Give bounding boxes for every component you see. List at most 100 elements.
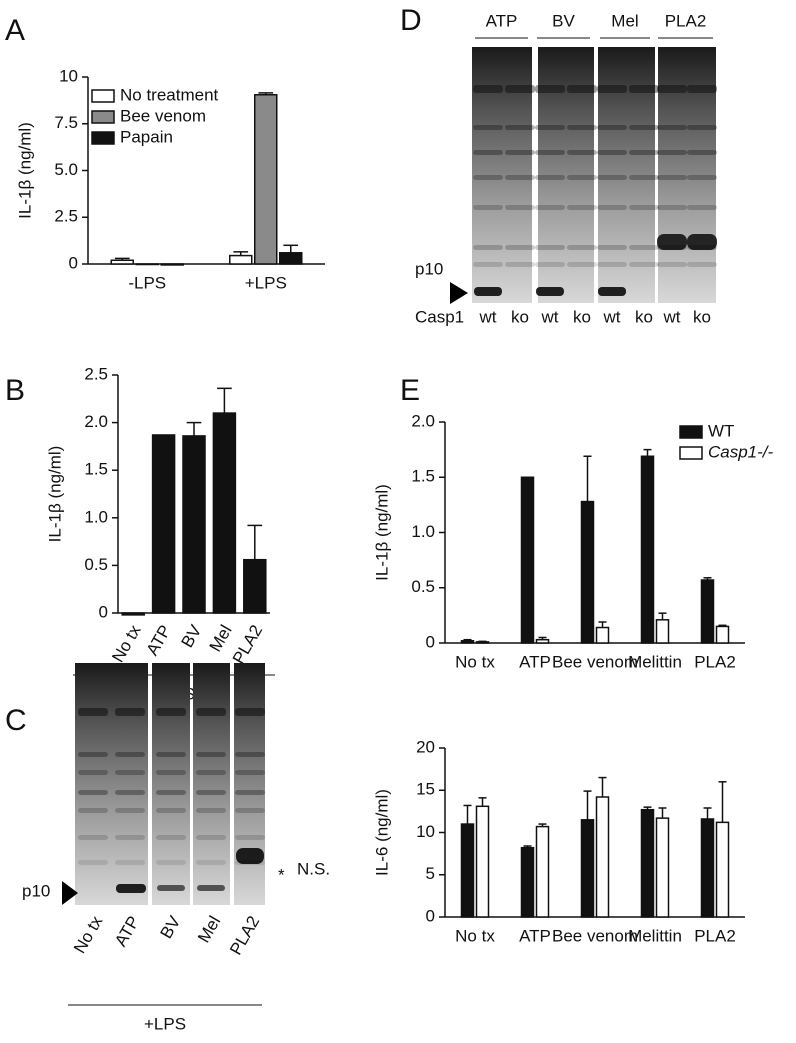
lane-label: ko <box>693 307 711 326</box>
blot-band <box>687 150 717 155</box>
x-tick-label: PLA2 <box>694 926 736 945</box>
blot-band <box>196 808 226 813</box>
arrowhead <box>62 881 78 905</box>
bar <box>640 455 655 644</box>
blot-band <box>536 287 564 296</box>
lane-label: Mel <box>194 913 224 946</box>
blot-band <box>196 860 226 865</box>
blot-band <box>535 245 565 250</box>
blot-band <box>687 262 717 267</box>
y-tick-label: 0 <box>426 632 435 651</box>
blot-band <box>657 205 687 210</box>
group-label: PLA2 <box>665 11 707 30</box>
blot-band <box>535 150 565 155</box>
y-axis-label: IL-1β (ng/ml) <box>15 122 34 219</box>
panel-letter: B <box>5 374 25 407</box>
blot-band <box>629 150 659 155</box>
bar <box>151 434 176 614</box>
bar <box>460 640 475 644</box>
x-tick-label: ATP <box>143 622 175 659</box>
blot-band <box>535 205 565 210</box>
blot-band <box>115 752 145 757</box>
bar <box>520 476 535 644</box>
blot-band <box>657 262 687 267</box>
blot-band <box>157 885 185 891</box>
band-mark: * <box>278 865 285 884</box>
blot-band <box>474 287 502 296</box>
y-tick-label: 7.5 <box>54 113 78 132</box>
error-bar <box>258 92 274 95</box>
lane-label: ko <box>573 307 591 326</box>
x-tick-label: ATP <box>519 652 551 671</box>
error-bar <box>523 845 532 848</box>
error-bar <box>538 636 547 640</box>
bar <box>715 821 730 918</box>
blot-band <box>597 205 627 210</box>
x-tick-label: +LPS <box>245 273 287 292</box>
blot-band <box>567 245 597 250</box>
lane-label: ATP <box>111 913 143 950</box>
lane-label: wt <box>541 307 559 326</box>
blot-band <box>567 150 597 155</box>
blot-band <box>196 708 226 716</box>
blot-band <box>505 150 535 155</box>
x-tick-label: Melittin <box>628 926 682 945</box>
blot-band <box>156 752 186 757</box>
y-tick-label: 10 <box>416 822 435 841</box>
legend-label: Bee venom <box>120 106 206 125</box>
x-tick-label: -LPS <box>128 273 166 292</box>
error-bar <box>703 807 712 819</box>
lane-label: BV <box>157 912 185 942</box>
blot-band <box>115 708 145 716</box>
blot-band <box>657 85 687 93</box>
error-bar <box>463 638 472 641</box>
y-tick-label: 2.5 <box>54 207 78 226</box>
x-tick-label: ATP <box>519 926 551 945</box>
x-tick-label: Bee venom <box>552 926 638 945</box>
blot-band <box>115 790 145 795</box>
blot-band <box>505 85 535 93</box>
blot-band <box>657 175 687 180</box>
bar <box>212 412 237 614</box>
blot-band <box>629 262 659 267</box>
blot-band <box>505 125 535 130</box>
marker-label: p10 <box>22 881 50 900</box>
panel-letter: A <box>5 14 25 47</box>
blot-band <box>535 175 565 180</box>
lane-label: wt <box>603 307 621 326</box>
blot-strip <box>152 663 190 905</box>
blot-band <box>629 125 659 130</box>
bar <box>700 579 715 644</box>
y-tick-label: 15 <box>416 780 435 799</box>
blot-band <box>196 790 226 795</box>
blot-band <box>597 150 627 155</box>
bar <box>655 817 670 918</box>
x-tick-label: No tx <box>108 621 145 665</box>
blot-band <box>597 125 627 130</box>
bar <box>279 252 303 265</box>
blot-band <box>235 790 265 795</box>
blot-band <box>567 205 597 210</box>
error-bar <box>217 387 232 414</box>
legend-swatch <box>91 131 115 145</box>
blot-band <box>687 205 717 210</box>
bar <box>715 625 730 644</box>
blot-band <box>473 262 503 267</box>
blot-band <box>473 85 503 93</box>
blot-band <box>156 860 186 865</box>
bar <box>229 254 253 265</box>
group-label: ATP <box>486 11 518 30</box>
blot-strip <box>193 663 230 905</box>
blot-band <box>535 85 565 93</box>
lane-label: wt <box>479 307 497 326</box>
blot-band <box>196 835 226 840</box>
lane-label: PLA2 <box>226 913 263 959</box>
blot-band <box>535 125 565 130</box>
blot-band <box>115 860 145 865</box>
bar <box>640 808 655 918</box>
blot-band <box>473 150 503 155</box>
group-label: BV <box>552 11 575 30</box>
blot-band <box>235 808 265 813</box>
x-tick-label: No tx <box>455 652 495 671</box>
blot-band <box>197 885 225 891</box>
